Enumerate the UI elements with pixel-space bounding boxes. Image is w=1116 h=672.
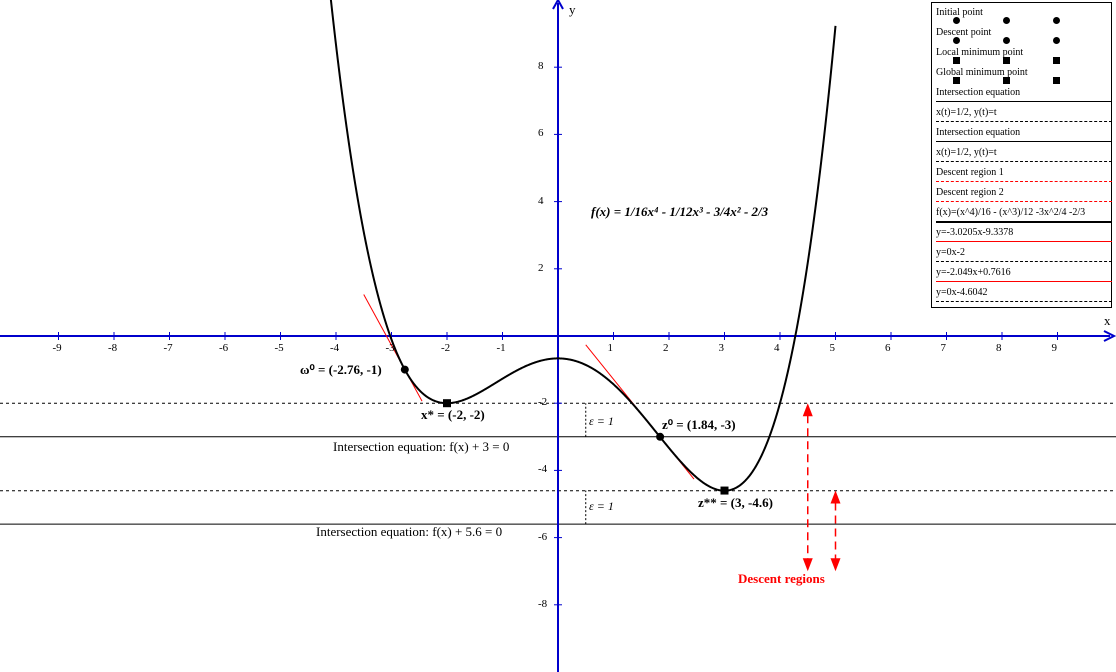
y-tick-label: 4	[538, 194, 544, 207]
point-0	[400, 365, 409, 374]
legend-initial-marker-3	[1053, 17, 1060, 24]
x-tick-label: -4	[330, 342, 340, 354]
x-tick-label: -5	[274, 342, 284, 354]
legend-descent-marker-1	[953, 37, 960, 44]
legend-line-descent-1	[936, 181, 1112, 182]
y-axis-arrowhead	[552, 0, 564, 10]
x-tick-label: 4	[774, 342, 780, 354]
x-tick-label: 2	[663, 342, 669, 354]
descent-arrow-head-bottom-0	[802, 558, 813, 572]
y-tick-label: -8	[538, 597, 548, 610]
legend-descent-region-1: Descent region 1	[936, 167, 1004, 178]
y-tick-label: 8	[538, 60, 544, 73]
x-tick-label: -2	[441, 342, 451, 354]
legend-initial-marker-2	[1003, 17, 1010, 24]
points	[400, 365, 729, 495]
legend-descent-marker-2	[1003, 37, 1010, 44]
legend-line-y-m46	[936, 301, 1112, 302]
y-tick-label: -4	[538, 463, 548, 476]
legend-param-1: x(t)=1/2, y(t)=t	[936, 107, 997, 118]
legend-global-min: Global minimum point	[936, 67, 1028, 78]
x-tick-label: 1	[607, 342, 614, 354]
y-axis-label: y	[569, 2, 576, 17]
intersection-label-1: Intersection equation: f(x) + 3 = 0	[333, 439, 510, 454]
legend-tangent-1: y=-3.0205x-9.3378	[936, 227, 1014, 238]
x-tick-label: -1	[496, 342, 506, 354]
x-tick-label: -9	[52, 342, 62, 354]
legend-line-descent-2	[936, 201, 1112, 202]
legend-param-2: x(t)=1/2, y(t)=t	[936, 147, 997, 158]
x-tick-label: -6	[219, 342, 229, 354]
x-tick-label: 6	[885, 342, 891, 354]
function-curve	[329, 0, 837, 492]
legend-intersection-2: Intersection equation	[936, 127, 1021, 138]
legend-local-min: Local minimum point	[936, 47, 1024, 58]
descent-arrow-head-top-1	[830, 490, 841, 504]
legend-initial-point: Initial point	[936, 7, 983, 18]
legend-line-param-2	[936, 161, 1112, 162]
point-2	[656, 432, 665, 441]
x-tick-label: -7	[163, 342, 173, 354]
legend-intersection-1: Intersection equation	[936, 87, 1021, 98]
legend-global-min-marker-3	[1053, 77, 1060, 84]
epsilon-label-1: ε = 1	[589, 414, 614, 428]
x-tick-label: -3	[385, 342, 395, 354]
function-curve-line	[329, 0, 837, 492]
legend-line-y-m2: y=0x-2	[936, 247, 965, 258]
legend-global-min-marker-2	[1003, 77, 1010, 84]
x-axis-arrowhead	[1103, 330, 1116, 342]
y-tick-label: 2	[538, 261, 544, 274]
legend-function: f(x)=(x^4)/16 - (x^3)/12 -3x^2/4 -2/3	[936, 207, 1086, 218]
z0-label: z⁰ = (1.84, -3)	[662, 417, 736, 432]
function-title: f(x) = 1/16x⁴ - 1/12x³ - 3/4x² - 2/3	[591, 204, 769, 219]
legend-line-intersection-2	[936, 141, 1112, 142]
x-tick-label: 7	[940, 342, 947, 354]
x-tick-label: 8	[996, 342, 1002, 354]
legend: Initial point Descent point Local minimu…	[931, 2, 1112, 308]
legend-line-function	[936, 221, 1112, 223]
x-tick-label: 9	[1051, 342, 1058, 354]
legend-line-tangent-2	[936, 281, 1112, 282]
point-3	[720, 486, 729, 495]
descent-arrow-head-bottom-1	[830, 558, 841, 572]
y-tick-label: -2	[538, 396, 548, 409]
x-tick-label: -8	[108, 342, 118, 354]
legend-line-y-m2	[936, 261, 1112, 262]
x-tick-label: 3	[718, 342, 725, 354]
epsilon-label-2: ε = 1	[589, 499, 614, 513]
point-1	[443, 399, 451, 408]
descent-arrow-head-top-0	[802, 403, 813, 417]
zstarstar-label: z** = (3, -4.6)	[698, 495, 773, 510]
descent-regions-label: Descent regions	[738, 571, 825, 586]
xstar-label: x* = (-2, -2)	[421, 407, 485, 422]
x-axis-label: x	[1104, 313, 1111, 328]
tangent-lines	[363, 294, 695, 525]
legend-descent-point: Descent point	[936, 27, 992, 38]
legend-local-min-marker-3	[1053, 57, 1060, 64]
intersection-label-2: Intersection equation: f(x) + 5.6 = 0	[316, 524, 503, 539]
omega0-label: ω⁰ = (-2.76, -1)	[300, 362, 382, 377]
legend-line-param-1	[936, 121, 1112, 122]
x-tick-label: 5	[829, 342, 836, 354]
legend-local-min-marker-1	[953, 57, 960, 64]
y-tick-label: 6	[538, 127, 544, 140]
legend-line-tangent-1	[936, 241, 1112, 242]
legend-local-min-marker-2	[1003, 57, 1010, 64]
legend-line-y-m46: y=0x-4.6042	[936, 287, 988, 298]
legend-descent-marker-3	[1053, 37, 1060, 44]
y-tick-label: -6	[538, 530, 548, 543]
legend-tangent-2: y=-2.049x+0.7616	[936, 267, 1011, 278]
legend-descent-region-2: Descent region 2	[936, 187, 1004, 198]
legend-global-min-marker-1	[953, 77, 960, 84]
legend-initial-marker-1	[953, 17, 960, 24]
descent-arrows	[802, 403, 841, 572]
legend-line-intersection-1	[936, 101, 1112, 102]
